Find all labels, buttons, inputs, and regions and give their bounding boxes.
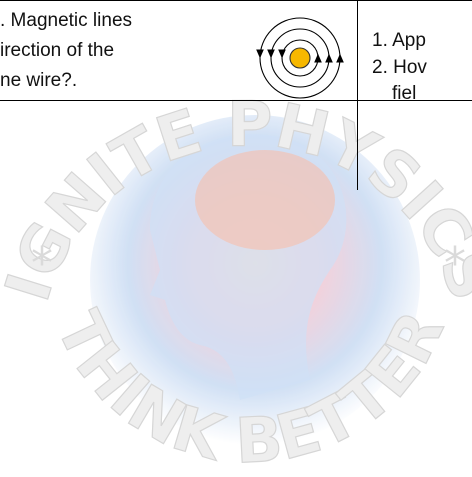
cell-text: 2. Hov [372, 57, 427, 78]
watermark-star: * [31, 238, 53, 289]
page: IGNITE PHYSICS THINK BETTER * * . Magnet… [0, 0, 472, 477]
cell-text: irection of the [0, 40, 114, 61]
wire [290, 48, 310, 68]
cell-text: . Magnetic lines [0, 10, 132, 31]
arrow [257, 50, 285, 57]
arrow [315, 55, 343, 62]
cell-text: fiel [392, 83, 416, 104]
cell-text: ne wire?. [0, 70, 77, 91]
watermark: IGNITE PHYSICS THINK BETTER * * [0, 88, 472, 477]
watermark-star: * [444, 238, 466, 289]
field-diagram [257, 18, 343, 98]
cell-text: 1. App [372, 30, 426, 51]
